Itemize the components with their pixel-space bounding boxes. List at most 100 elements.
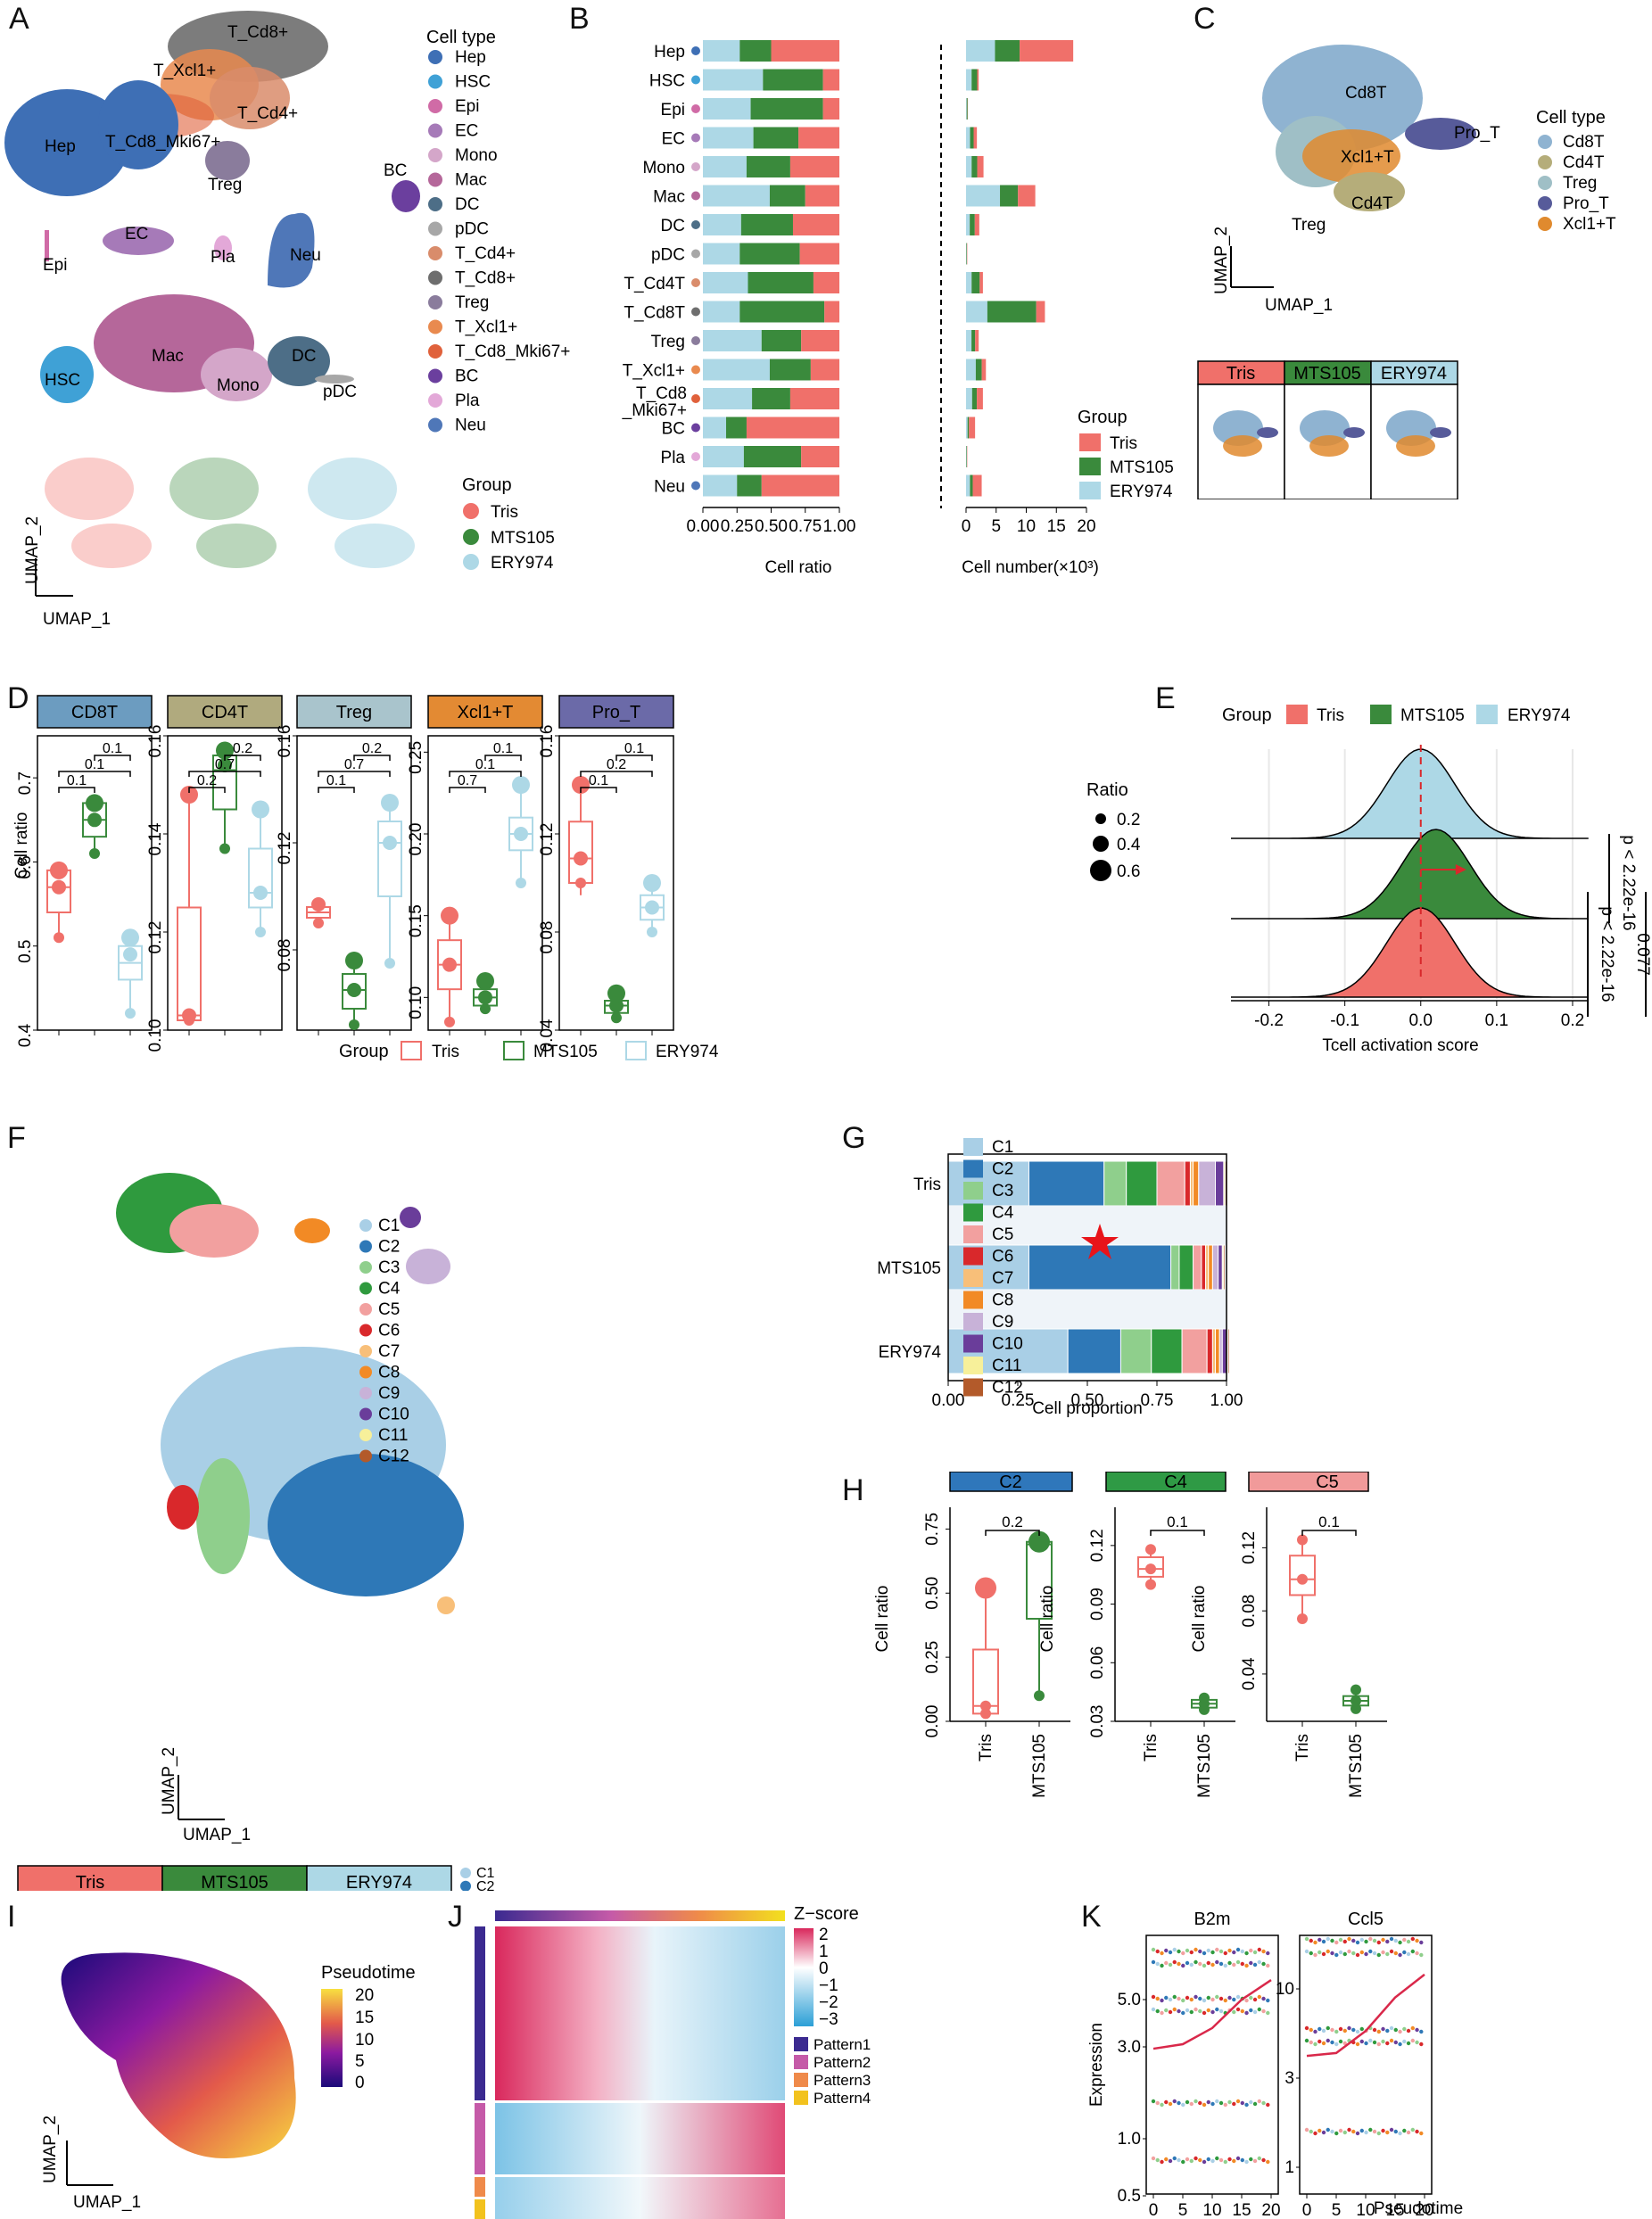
panel-c-yaxis: UMAP_2 (1212, 227, 1231, 294)
h-xcat: MTS105 (1195, 1734, 1214, 1798)
d-tick: 0.12 (146, 921, 165, 954)
d-point (609, 998, 624, 1013)
panel-g: 0.00 0.25 0.50 0.75 1.00 Tris MTS105 ERY974 Cel… (877, 1138, 1243, 1418)
g-legend-label: C3 (992, 1182, 1013, 1200)
d-point (87, 813, 102, 828)
panel-d-size-title: Ratio (1086, 780, 1128, 800)
panel-letter-k: K (1081, 1900, 1102, 1934)
e-tick: -0.1 (1330, 1011, 1359, 1030)
ratio-bar (761, 474, 839, 497)
h-header: C2 (999, 1472, 1022, 1492)
label-hep: Hep (45, 137, 76, 156)
d-point (572, 776, 590, 794)
d-tick: 0.16 (146, 725, 165, 758)
h-point (1297, 1573, 1308, 1585)
ratio-tick: 0.00 (687, 517, 720, 536)
k-trend-line (1306, 1973, 1425, 2058)
j-pattern-label: Pattern4 (814, 2090, 871, 2107)
label-t-cd4: T_Cd4+ (237, 104, 298, 123)
panel-c: Cd8T Pro_T Xcl1+T Cd4T Treg Cell type Cd… (1197, 45, 1616, 499)
ratio-bar (743, 446, 802, 467)
c-legend-dot (1538, 196, 1552, 210)
g-segment (1028, 1244, 1172, 1291)
d-pval: 0.1 (493, 741, 513, 756)
panel-g-stacked-bars: 0.00 0.25 0.50 0.75 1.00 Tris MTS105 ERY974 (877, 1153, 1243, 1410)
panel-b-axes: 0.00 0.25 0.50 0.75 1.00 0 5 10 15 20 (687, 507, 1096, 536)
ratio-bar (703, 127, 754, 149)
d-tick: 0.15 (407, 904, 425, 937)
d-point (50, 861, 68, 879)
d-pval: 0.1 (475, 757, 495, 772)
panel-g-xlabel: Cell proportion (1032, 1399, 1143, 1418)
ratio-bar (769, 185, 805, 207)
legend-dot-5 (428, 172, 442, 187)
d-point (478, 990, 492, 1005)
panel-i: Pseudotime 20 15 10 5 0 UMAP_1 UMAP_2 (41, 1952, 416, 2212)
h-tick: 0.50 (923, 1577, 942, 1610)
ratio-bar (739, 301, 825, 323)
legend-dot-6 (428, 197, 442, 211)
d-header: CD8T (71, 703, 118, 722)
number-bar (1020, 40, 1074, 62)
g-segment (1215, 1160, 1225, 1207)
h-tick: 0.25 (923, 1641, 942, 1674)
d-point (384, 958, 395, 969)
f-legend-label: C12 (378, 1448, 409, 1466)
d-tick: 0.25 (407, 741, 425, 774)
g-segment (1028, 1160, 1105, 1207)
c-legend-dot (1538, 155, 1552, 169)
legend-label: DC (455, 195, 479, 214)
h-point (1351, 1695, 1361, 1706)
ratio-bar (703, 98, 751, 120)
d-point (476, 972, 494, 990)
ratio-bar (801, 330, 839, 351)
g-legend-swatch (963, 1247, 983, 1266)
g-segment (1201, 1244, 1207, 1291)
number-bar (966, 359, 976, 381)
g-legend-swatch (963, 1334, 983, 1353)
g-legend-label: C6 (992, 1248, 1013, 1266)
f-legend-dot (359, 1365, 372, 1379)
j-tick-2: 2 (819, 1926, 829, 1944)
ratio-tick: 0.25 (721, 517, 754, 536)
k-xtick: 15 (1232, 2201, 1251, 2219)
g-segment (1184, 1160, 1191, 1207)
j-pattern-label: Pattern2 (814, 2054, 871, 2071)
panel-c-xaxis: UMAP_1 (1265, 296, 1333, 315)
panel-b-number-bars (966, 40, 1074, 497)
g-legend-label: C10 (992, 1335, 1023, 1354)
d-tick: 0.12 (276, 832, 294, 865)
category-label: Epi (661, 101, 685, 120)
d-tick: 0.08 (276, 939, 294, 972)
label-epi: Epi (43, 256, 67, 275)
h-point (1351, 1684, 1361, 1695)
g-category: MTS105 (877, 1259, 941, 1278)
category-dot (691, 162, 700, 171)
g-segment (1193, 1244, 1202, 1291)
category-label: DC (661, 217, 685, 235)
number-tick: 5 (991, 517, 1001, 536)
label-t-cd8-mki67: T_Cd8_Mki67+ (105, 133, 220, 152)
panel-letter-b: B (569, 2, 590, 36)
number-bar (971, 330, 976, 351)
legend-dot-11 (428, 319, 442, 334)
g-segment (947, 1160, 1029, 1207)
k-title: B2m (1194, 1910, 1230, 1929)
d-pval: 0.2 (607, 757, 626, 772)
number-bar (981, 359, 987, 381)
ratio-bar (746, 417, 839, 439)
d-pval: 0.7 (458, 773, 477, 788)
ratio-bar (789, 156, 839, 177)
k-xtick: 5 (1178, 2201, 1188, 2219)
g-legend-swatch (963, 1203, 983, 1222)
panel-j: Z−score 2 1 0 −1 −2 −3 Pattern1Pattern2P… (475, 1904, 871, 2219)
category-label: EC (662, 130, 685, 149)
panel-e-xlabel: Tcell activation score (1322, 1036, 1478, 1055)
h-tick: 0.12 (1088, 1529, 1107, 1562)
number-tick: 15 (1047, 517, 1066, 536)
number-bar (974, 214, 979, 235)
k-xtick: 20 (1415, 2201, 1433, 2219)
panel-letter-h: H (842, 1473, 864, 1507)
g-segment (1178, 1244, 1194, 1291)
k-xtick: 10 (1202, 2201, 1221, 2219)
